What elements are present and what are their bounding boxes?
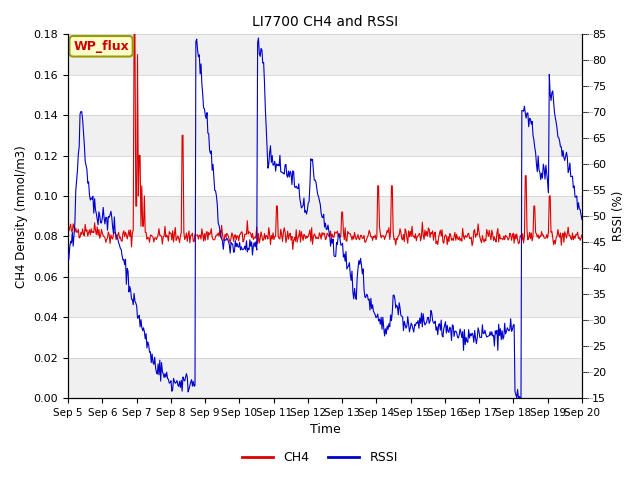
Text: WP_flux: WP_flux	[73, 40, 129, 53]
Y-axis label: CH4 Density (mmol/m3): CH4 Density (mmol/m3)	[15, 145, 28, 288]
Y-axis label: RSSI (%): RSSI (%)	[612, 191, 625, 241]
Bar	[68, 277, 582, 317]
Bar	[68, 358, 582, 398]
Bar	[68, 196, 582, 236]
X-axis label: Time: Time	[310, 423, 340, 436]
Legend: CH4, RSSI: CH4, RSSI	[237, 446, 403, 469]
Bar	[68, 156, 582, 196]
Bar	[68, 115, 582, 156]
Title: LI7700 CH4 and RSSI: LI7700 CH4 and RSSI	[252, 15, 398, 29]
Bar	[68, 35, 582, 75]
Bar	[68, 75, 582, 115]
Bar	[68, 317, 582, 358]
Bar	[68, 236, 582, 277]
